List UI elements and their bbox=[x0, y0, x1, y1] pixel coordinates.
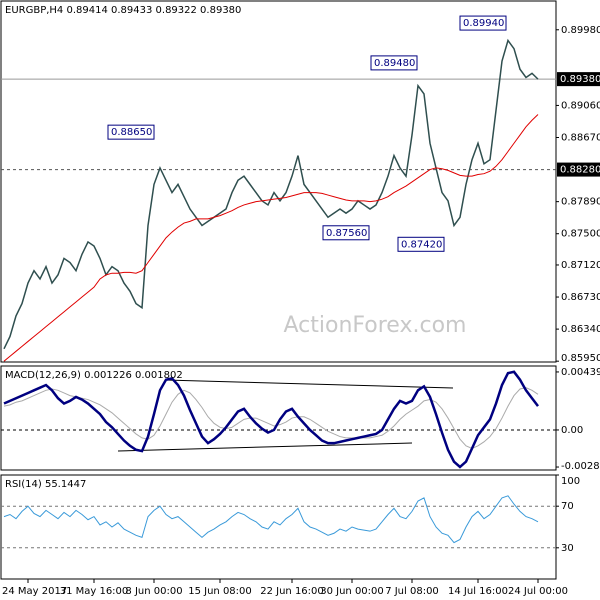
annotation-label: 0.89480 bbox=[374, 58, 415, 69]
panel-title: RSI(14) 55.1447 bbox=[5, 479, 86, 490]
y-tick-label: 0.88670 bbox=[561, 133, 600, 144]
y-tick-label: 30 bbox=[561, 543, 574, 554]
panel-title: MACD(12,26,9) 0.001226 0.001802 bbox=[5, 370, 183, 381]
panel-title: EURGBP,H4 0.89414 0.89433 0.89322 0.8938… bbox=[5, 5, 241, 16]
level-label: 0.89380 bbox=[560, 74, 600, 85]
y-tick-label: 0.85950 bbox=[561, 353, 600, 364]
y-tick-label: 0.00 bbox=[561, 425, 583, 436]
annotation-label: 0.87420 bbox=[401, 239, 442, 250]
y-tick-label: -0.002805 bbox=[561, 461, 600, 472]
y-tick-label: 0.89060 bbox=[561, 100, 600, 111]
level-label: 0.88280 bbox=[560, 165, 600, 176]
x-tick-label: 7 Jul 08:00 bbox=[385, 586, 439, 597]
x-tick-label: 31 May 16:00 bbox=[60, 586, 129, 597]
watermark: ActionForex.com bbox=[284, 313, 467, 338]
series-line bbox=[3, 38, 539, 350]
panel-frame bbox=[0, 474, 557, 580]
series-line bbox=[3, 387, 539, 450]
series-line bbox=[3, 495, 539, 544]
panel-frame bbox=[0, 0, 557, 363]
y-tick-label: 70 bbox=[561, 501, 574, 512]
y-tick-label: 0.89980 bbox=[561, 25, 600, 36]
panel-frame bbox=[0, 365, 557, 471]
x-tick-label: 22 Jun 16:00 bbox=[260, 586, 324, 597]
y-tick-label: 100 bbox=[561, 476, 580, 487]
level-box bbox=[557, 162, 600, 177]
annotation-box bbox=[107, 124, 155, 140]
annotation-label: 0.87560 bbox=[326, 228, 367, 239]
annotation-box bbox=[459, 15, 507, 31]
level-box bbox=[557, 72, 600, 87]
x-tick-label: 24 Jul 00:00 bbox=[508, 586, 568, 597]
x-tick-label: 30 Jun 00:00 bbox=[320, 586, 384, 597]
annotation-box bbox=[397, 236, 445, 252]
annotation-label: 0.88650 bbox=[111, 127, 152, 138]
y-tick-label: 0.87120 bbox=[561, 260, 600, 271]
y-tick-label: 0.87890 bbox=[561, 197, 600, 208]
series-line bbox=[3, 370, 539, 469]
annotation-label: 0.89940 bbox=[463, 18, 504, 29]
trendline bbox=[117, 442, 413, 452]
annotation-box bbox=[370, 55, 418, 71]
trendline bbox=[164, 379, 454, 389]
series-line bbox=[3, 114, 539, 362]
y-tick-label: 0.00439 bbox=[561, 367, 600, 378]
x-tick-label: 15 Jun 08:00 bbox=[188, 586, 252, 597]
x-tick-label: 8 Jun 00:00 bbox=[125, 586, 182, 597]
y-tick-label: 0.86730 bbox=[561, 292, 600, 303]
y-tick-label: 0.86340 bbox=[561, 324, 600, 335]
x-tick-label: 24 May 2017 bbox=[2, 586, 67, 597]
x-tick-label: 14 Jul 16:00 bbox=[448, 586, 508, 597]
annotation-box bbox=[322, 225, 370, 241]
y-tick-label: 0.87500 bbox=[561, 229, 600, 240]
